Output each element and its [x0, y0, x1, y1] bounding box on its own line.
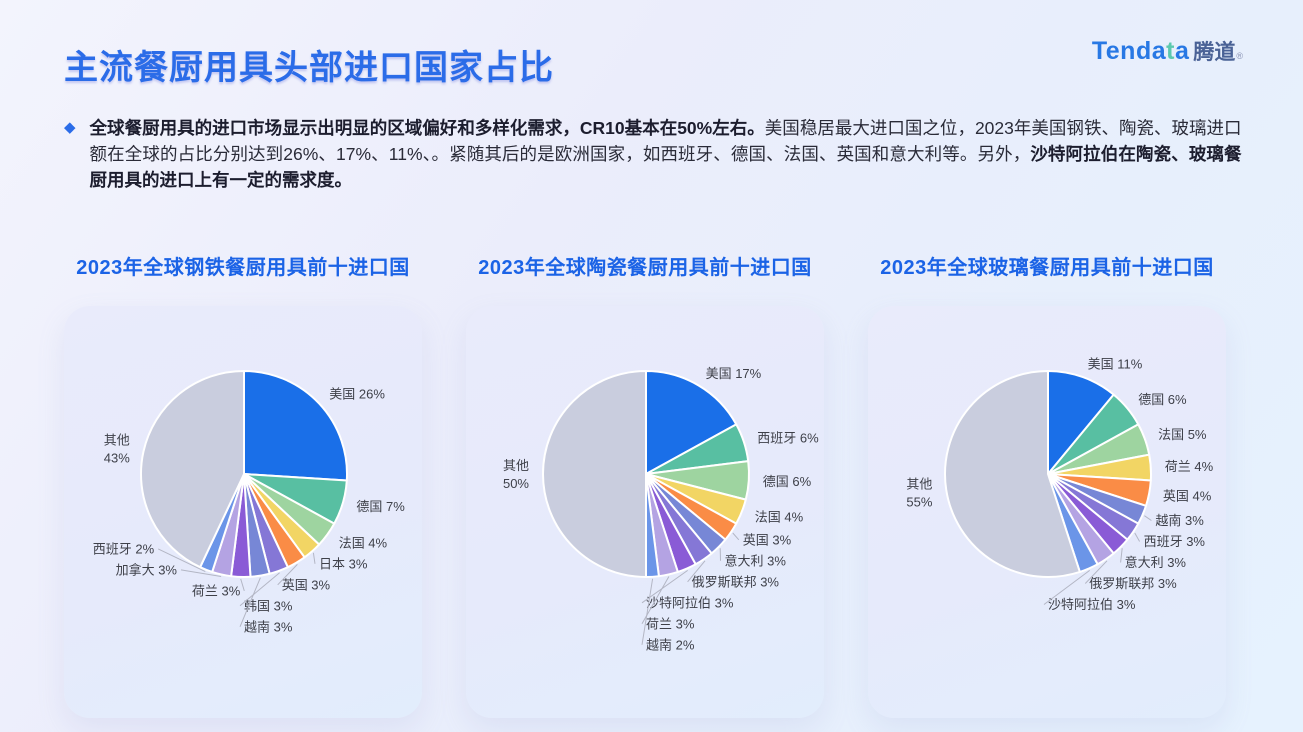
pie-label-line-加拿大	[180, 569, 222, 577]
pie-label-line-沙特阿拉伯	[1043, 569, 1090, 605]
page-title: 主流餐厨用具头部进口国家占比	[64, 49, 554, 87]
pie-label-俄罗斯联邦: 俄罗斯联邦 3%	[692, 574, 780, 589]
pie-label-其他: 其他 43%	[104, 433, 130, 466]
pie-label-英国: 英国 3%	[282, 577, 331, 592]
summary-middle: 美国稳居最大进口国之位，2023年美国钢铁、陶瓷、玻璃进口额在全球的占比分别达到…	[89, 118, 1242, 164]
summary-bullet: ◆ 全球餐厨用具的进口市场显示出明显的区域偏好和多样化需求，CR10基本在50%…	[64, 115, 1243, 193]
chart-title-ceramic: 2023年全球陶瓷餐厨用具前十进口国	[478, 257, 812, 279]
pie-label-荷兰: 荷兰 4%	[1165, 459, 1214, 474]
summary-tail-bold: 沙特阿拉伯在陶瓷、玻璃餐厨用具的进口上有一定的需求度。	[89, 144, 1242, 190]
pie-label-德国: 德国 6%	[1138, 392, 1187, 407]
pie-label-法国: 法国 5%	[1158, 427, 1207, 442]
pie-label-俄罗斯联邦: 俄罗斯联邦 3%	[1089, 576, 1177, 591]
pie-label-西班牙: 西班牙 2%	[93, 541, 155, 556]
ceramic-pie-chart: 美国 17% 西班牙 6% 德国 6% 法国 4% 英国 3% 意大利 3% 俄罗斯联邦 3…	[503, 366, 819, 653]
glass-pie-chart: 美国 11% 德国 6% 法国 5% 荷兰 4% 英国 4% 越南 3% 西班牙 3% 意大利…	[906, 356, 1214, 612]
pie-slice-其他	[140, 370, 245, 569]
pie-label-line-越南	[239, 577, 261, 627]
pie-slice-其他	[944, 370, 1081, 578]
pie-slice-美国	[1047, 370, 1115, 475]
pie-slice-美国	[645, 370, 738, 475]
chart-card-glass: 美国 11% 德国 6% 法国 5% 荷兰 4% 英国 4% 越南 3% 西班牙 3% 意大利…	[868, 306, 1226, 718]
chart-col-ceramic: 2023年全球陶瓷餐厨用具前十进口国 美国 17% 西班牙 6% 德国 6% 法国 4…	[466, 251, 824, 718]
pie-label-德国: 德国 6%	[763, 474, 812, 489]
logo-text-post: a	[1174, 37, 1190, 65]
pie-label-line-韩国	[239, 572, 280, 607]
tendata-logo: Tendata 腾道 ®	[1092, 36, 1243, 66]
header: 主流餐厨用具头部进口国家占比 Tendata 腾道 ®	[64, 34, 1243, 89]
pie-label-越南: 越南 3%	[1155, 513, 1204, 528]
pie-label-line-英国	[277, 564, 298, 586]
diamond-bullet-icon: ◆	[64, 119, 76, 136]
tendata-logo-wordmark: Tendata	[1092, 37, 1190, 66]
pie-label-荷兰: 荷兰 3%	[192, 583, 241, 598]
chart-title-steel: 2023年全球钢铁餐厨用具前十进口国	[76, 257, 410, 279]
pie-label-英国: 英国 4%	[1163, 488, 1212, 503]
logo-text-pre: Tenda	[1091, 37, 1167, 65]
pie-label-英国: 英国 3%	[743, 532, 792, 547]
pie-label-沙特阿拉伯: 沙特阿拉伯 3%	[1048, 597, 1136, 612]
pie-label-越南: 越南 3%	[244, 619, 293, 634]
pie-label-美国: 美国 11%	[1088, 356, 1143, 371]
pie-label-line-日本	[312, 552, 316, 564]
summary-lead-bold: 全球餐厨用具的进口市场显示出明显的区域偏好和多样化需求，CR10基本在50%左右…	[89, 118, 765, 138]
pie-label-意大利: 意大利 3%	[1125, 555, 1187, 570]
charts-row: 2023年全球钢铁餐厨用具前十进口国 美国 26% 德国 7% 法国 4% 日本 3%…	[64, 251, 1243, 718]
pie-slice-其他	[542, 370, 647, 578]
pie-label-其他: 其他 55%	[906, 476, 932, 509]
pie-label-美国: 美国 17%	[706, 366, 762, 381]
pie-label-西班牙: 西班牙 3%	[1144, 534, 1206, 549]
pie-label-西班牙: 西班牙 6%	[757, 430, 819, 445]
pie-label-意大利: 意大利 3%	[725, 553, 787, 568]
pie-slice-美国	[243, 370, 348, 482]
pie-label-line-西班牙	[1134, 532, 1141, 542]
pie-label-其他: 其他 50%	[503, 458, 529, 491]
pie-label-德国: 德国 7%	[356, 499, 405, 514]
steel-pie-chart: 美国 26% 德国 7% 法国 4% 日本 3% 英国 3% 韩国 3% 越南 3% 荷兰 3…	[93, 370, 405, 634]
pie-label-加拿大: 加拿大 3%	[116, 562, 178, 577]
pie-label-荷兰: 荷兰 3%	[646, 616, 695, 631]
tendata-logo-chinese: 腾道	[1193, 41, 1236, 64]
pie-label-line-西班牙	[157, 548, 206, 573]
pie-label-line-俄罗斯联邦	[1084, 560, 1108, 584]
chart-card-ceramic: 美国 17% 西班牙 6% 德国 6% 法国 4% 英国 3% 意大利 3% 俄罗斯联邦 3…	[466, 306, 824, 718]
pie-label-line-英国	[732, 532, 740, 541]
chart-col-glass: 2023年全球玻璃餐厨用具前十进口国 美国 11% 德国 6% 法国 5% 荷兰 4%…	[868, 251, 1226, 718]
pie-label-越南: 越南 2%	[646, 637, 695, 652]
registered-trademark-icon: ®	[1236, 51, 1243, 61]
chart-col-steel: 2023年全球钢铁餐厨用具前十进口国 美国 26% 德国 7% 法国 4% 日本 3%…	[64, 251, 422, 718]
pie-label-line-荷兰	[240, 578, 245, 592]
pie-label-韩国: 韩国 3%	[244, 598, 293, 613]
summary-paragraph: 全球餐厨用具的进口市场显示出明显的区域偏好和多样化需求，CR10基本在50%左右…	[90, 115, 1242, 193]
pie-label-日本: 日本 3%	[319, 556, 368, 571]
chart-card-steel: 美国 26% 德国 7% 法国 4% 日本 3% 英国 3% 韩国 3% 越南 3% 荷兰 3…	[64, 306, 422, 718]
chart-title-glass: 2023年全球玻璃餐厨用具前十进口国	[880, 257, 1214, 279]
pie-label-line-越南	[1144, 515, 1152, 521]
logo-text-teal-t: t	[1166, 37, 1175, 65]
pie-label-法国: 法国 4%	[755, 510, 804, 525]
pie-label-沙特阿拉伯: 沙特阿拉伯 3%	[646, 595, 734, 610]
pie-label-line-越南	[641, 578, 654, 645]
pie-label-法国: 法国 4%	[339, 535, 388, 550]
pie-label-line-意大利	[1120, 548, 1123, 563]
pie-label-美国: 美国 26%	[329, 386, 385, 401]
pie-label-line-俄罗斯联邦	[687, 560, 706, 583]
